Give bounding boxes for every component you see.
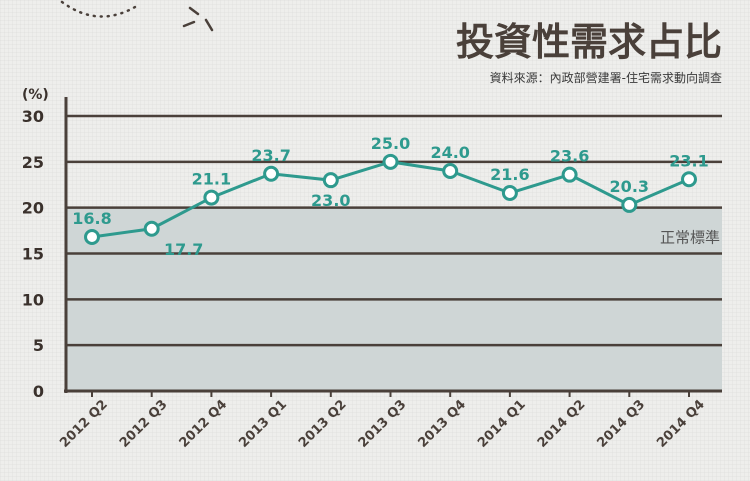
data-label: 16.8 xyxy=(72,209,111,228)
data-point xyxy=(203,189,220,206)
decorative-dotted-arc xyxy=(60,0,142,18)
data-label: 25.0 xyxy=(371,134,410,153)
y-tick-label: 30 xyxy=(22,107,44,126)
series-points xyxy=(84,153,697,245)
data-point xyxy=(322,172,339,189)
chart-title: 投資性需求占比 xyxy=(456,20,722,64)
data-label: 23.7 xyxy=(251,146,290,165)
data-point xyxy=(501,185,518,201)
data-point xyxy=(263,165,280,182)
x-tick-label: 2012 Q2 xyxy=(57,397,111,451)
data-label: 24.0 xyxy=(430,143,469,162)
y-tick-label: 10 xyxy=(22,290,44,309)
y-tick-label: 0 xyxy=(33,382,44,401)
y-axis-label: (%) xyxy=(22,87,49,103)
x-tick-label: 2013 Q1 xyxy=(236,397,290,451)
data-label: 17.7 xyxy=(164,240,203,259)
x-tick-label: 2014 Q4 xyxy=(654,397,708,451)
data-point xyxy=(621,196,638,213)
data-point xyxy=(84,229,100,245)
data-point xyxy=(681,171,697,188)
y-tick-label: 5 xyxy=(33,336,44,355)
y-tick-label: 15 xyxy=(22,245,44,264)
data-label: 23.1 xyxy=(669,151,708,170)
y-tick-label: 20 xyxy=(22,199,44,218)
x-tick-label: 2014 Q2 xyxy=(535,397,589,451)
normal-standard-label: 正常標準 xyxy=(660,229,720,247)
data-label: 21.1 xyxy=(192,170,231,189)
grid-lines xyxy=(66,114,722,347)
data-label: 20.3 xyxy=(610,177,649,196)
x-axis-ticks: 2012 Q2 2012 Q3 2012 Q4 2013 Q1 2013 Q2 2013 … xyxy=(57,391,708,451)
x-tick-label: 2013 Q2 xyxy=(296,397,350,451)
data-labels: 16.8 17.7 21.1 23.7 23.0 25.0 24.0 21.6 23.6 20.3… xyxy=(72,134,708,259)
x-tick-label: 2014 Q3 xyxy=(595,397,649,451)
decorative-sparkle xyxy=(182,6,214,32)
x-tick-label: 2014 Q1 xyxy=(475,397,529,451)
data-point xyxy=(143,220,160,237)
x-tick-label: 2013 Q3 xyxy=(356,397,410,451)
data-point xyxy=(442,163,459,179)
y-axis-ticks: 0 5 10 15 20 25 30 xyxy=(22,107,44,401)
data-label: 23.0 xyxy=(311,191,350,210)
x-tick-label: 2012 Q3 xyxy=(117,397,171,451)
y-tick-label: 25 xyxy=(22,153,44,172)
x-tick-label: 2012 Q4 xyxy=(177,397,231,451)
chart-source: 資料來源：內政部營建署-住宅需求動向調查 xyxy=(490,70,722,85)
data-point xyxy=(561,166,578,183)
data-label: 23.6 xyxy=(550,147,589,166)
data-label: 21.6 xyxy=(490,165,529,184)
data-point xyxy=(382,153,399,170)
x-tick-label: 2013 Q4 xyxy=(415,397,469,451)
